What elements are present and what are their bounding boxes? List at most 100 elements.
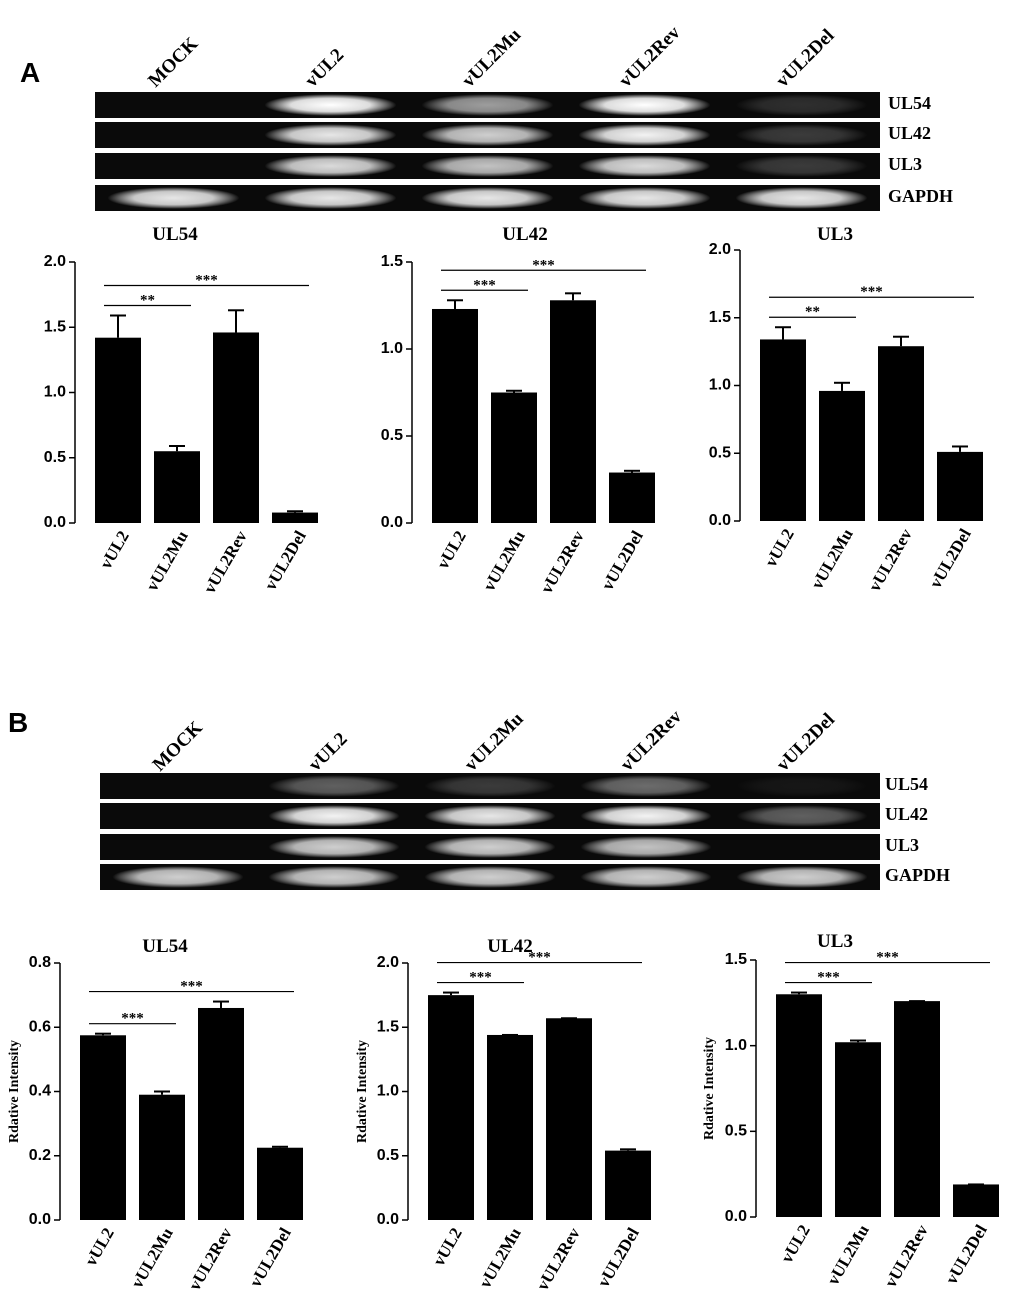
- gel-band: [578, 124, 711, 146]
- significance-label: **: [805, 304, 820, 320]
- gel-band: [268, 866, 400, 888]
- y-tick-label: 1.0: [381, 340, 403, 357]
- gene-label: UL42: [885, 804, 928, 824]
- bar: [198, 1007, 244, 1220]
- y-tick-label: 0.8: [29, 954, 51, 971]
- gel-band: [424, 775, 556, 797]
- x-tick-label: vUL2Mu: [475, 1224, 525, 1291]
- gel-band: [268, 836, 400, 858]
- x-tick-label: vUL2Mu: [823, 1221, 873, 1288]
- x-tick-label: vUL2Rev: [185, 1224, 236, 1294]
- bar: [760, 339, 806, 521]
- bar: [605, 1150, 651, 1220]
- chart-title: UL42: [487, 936, 532, 957]
- x-tick-label: vUL2Del: [926, 525, 975, 591]
- x-tick-label: vUL2Rev: [881, 1221, 932, 1291]
- y-tick-label: 1.0: [725, 1037, 747, 1054]
- x-tick-label: vUL2: [81, 1224, 118, 1269]
- lane-label: vUL2: [301, 45, 348, 92]
- bar: [819, 390, 865, 521]
- y-tick-label: 0.0: [725, 1208, 747, 1225]
- bar: [272, 512, 318, 523]
- significance-label: ***: [876, 950, 899, 966]
- panel-label: B: [8, 707, 28, 738]
- y-tick-label: 0.0: [709, 512, 731, 529]
- gel-band: [580, 775, 712, 797]
- gel-band: [580, 805, 712, 827]
- bar: [550, 300, 596, 523]
- gel-band: [264, 155, 397, 177]
- gel-band: [264, 94, 397, 116]
- bar: [937, 451, 983, 521]
- gel-band: [578, 155, 711, 177]
- bar: [80, 1035, 126, 1220]
- x-tick-label: vUL2: [761, 525, 798, 570]
- bar: [213, 332, 259, 523]
- y-tick-label: 1.5: [377, 1018, 399, 1035]
- chart-title: UL54: [152, 224, 198, 245]
- gene-label: UL54: [885, 774, 928, 794]
- bar: [139, 1094, 185, 1220]
- y-tick-label: 0.0: [29, 1211, 51, 1228]
- x-tick-label: vUL2Del: [942, 1221, 991, 1287]
- y-tick-label: 1.5: [44, 318, 66, 335]
- gel-band: [421, 94, 554, 116]
- bar: [428, 995, 474, 1220]
- gel-band: [735, 187, 868, 209]
- gel-band: [580, 866, 712, 888]
- chart-title: UL3: [817, 224, 853, 245]
- gene-label: UL42: [888, 123, 931, 143]
- x-tick-label: vUL2Rev: [865, 525, 916, 595]
- chart-title: UL54: [142, 936, 188, 957]
- gel-band: [736, 805, 868, 827]
- gel-band: [421, 187, 554, 209]
- significance-label: ***: [860, 284, 883, 300]
- lane-label: MOCK: [144, 33, 202, 91]
- gel-band: [421, 155, 554, 177]
- significance-label: ***: [180, 979, 203, 995]
- significance-label: ***: [195, 273, 218, 289]
- x-tick-label: vUL2: [429, 1224, 466, 1269]
- y-tick-label: 1.0: [377, 1083, 399, 1100]
- x-tick-label: vUL2Mu: [807, 525, 857, 592]
- bar: [95, 337, 141, 523]
- x-tick-label: vUL2: [433, 527, 470, 572]
- lane-label: vUL2Rev: [617, 706, 687, 776]
- lane-label: vUL2Mu: [458, 24, 525, 91]
- gel-band: [735, 124, 868, 146]
- x-tick-label: vUL2Mu: [479, 527, 529, 594]
- gel-band: [424, 866, 556, 888]
- y-tick-label: 0.5: [381, 427, 403, 444]
- y-axis-label: Rdative Intensity: [355, 1040, 370, 1143]
- lane-label: vUL2Del: [772, 25, 838, 91]
- x-tick-label: vUL2Mu: [142, 527, 192, 594]
- gene-label: UL54: [888, 93, 931, 113]
- y-tick-label: 0.0: [44, 514, 66, 531]
- y-tick-label: 0.0: [377, 1211, 399, 1228]
- lane-label: MOCK: [149, 717, 207, 775]
- y-tick-label: 2.0: [44, 253, 66, 270]
- bar: [257, 1147, 303, 1220]
- significance-label: ***: [817, 970, 840, 986]
- significance-label: ***: [528, 950, 551, 966]
- y-tick-label: 0.5: [44, 449, 66, 466]
- bar: [546, 1018, 592, 1220]
- gel-band: [735, 155, 868, 177]
- lane-label: vUL2: [305, 729, 352, 776]
- y-tick-label: 1.5: [725, 951, 747, 968]
- y-tick-label: 0.5: [709, 444, 731, 461]
- chart-title: UL42: [502, 224, 547, 245]
- y-tick-label: 0.5: [725, 1123, 747, 1140]
- bar: [491, 392, 537, 523]
- gel-band: [424, 836, 556, 858]
- bar: [894, 1001, 940, 1217]
- significance-label: **: [140, 293, 155, 309]
- y-axis-label: Rdative Intensity: [7, 1040, 22, 1143]
- bar: [609, 472, 655, 523]
- x-tick-label: vUL2Rev: [537, 527, 588, 597]
- lane-label: vUL2Del: [773, 709, 839, 775]
- x-tick-label: vUL2Del: [598, 527, 647, 593]
- lane-label: vUL2Mu: [461, 708, 528, 775]
- bar: [487, 1034, 533, 1220]
